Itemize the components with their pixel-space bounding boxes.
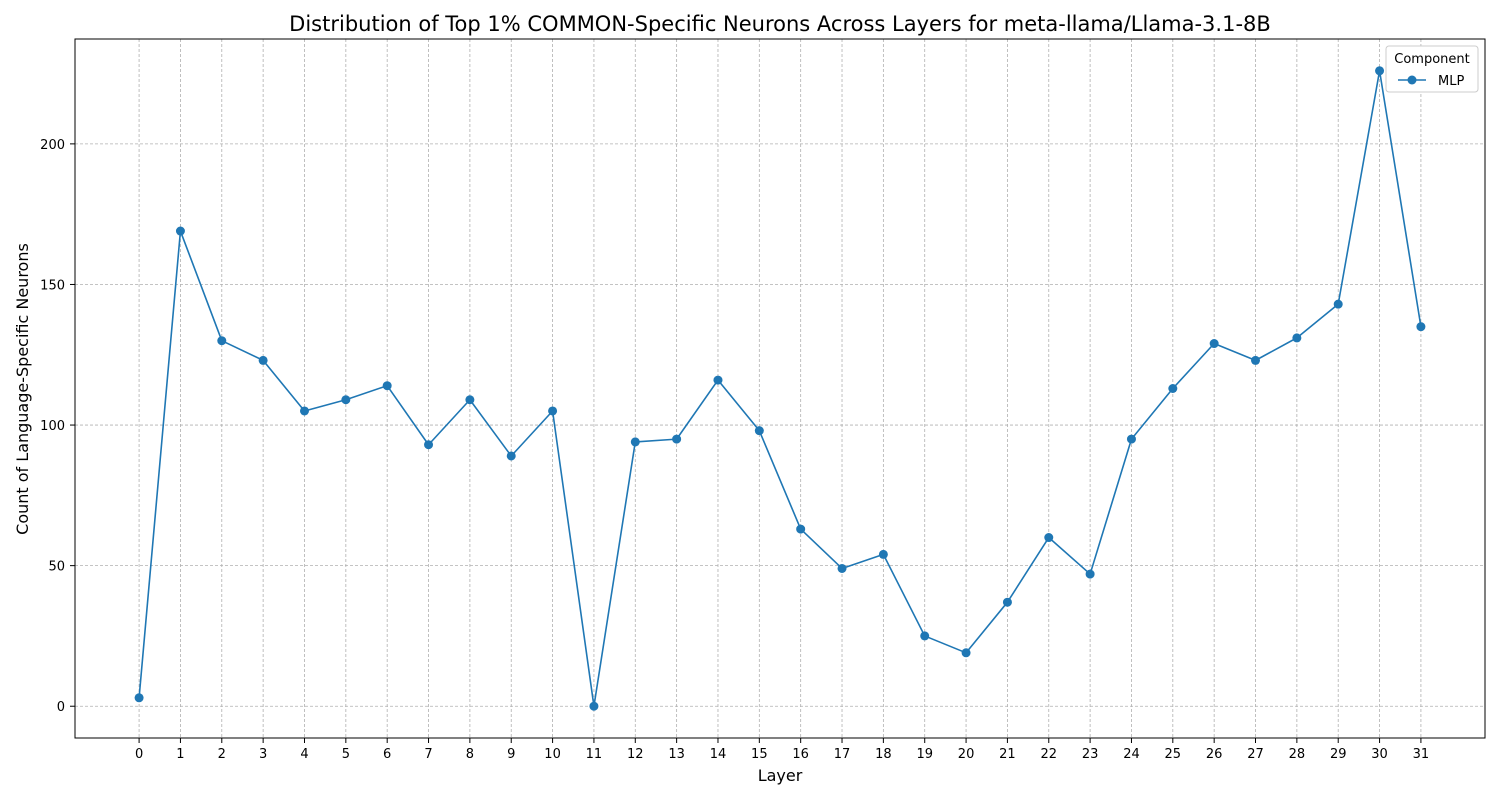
x-tick-label: 7 xyxy=(424,747,432,762)
x-tick-label: 25 xyxy=(1165,747,1182,762)
x-axis-label: Layer xyxy=(758,766,803,785)
x-tick-label: 23 xyxy=(1082,747,1099,762)
data-point-mlp-layer-29 xyxy=(1333,299,1343,309)
data-point-mlp-layer-1 xyxy=(175,226,185,236)
x-tick-label: 3 xyxy=(259,747,267,762)
x-tick-label: 21 xyxy=(999,747,1016,762)
data-point-mlp-layer-20 xyxy=(961,648,971,658)
x-tick-label: 16 xyxy=(792,747,809,762)
x-tick-label: 9 xyxy=(507,747,515,762)
chart-title: Distribution of Top 1% COMMON-Specific N… xyxy=(289,12,1271,36)
x-tick-label: 2 xyxy=(218,747,226,762)
data-point-mlp-layer-4 xyxy=(299,406,309,416)
data-point-mlp-layer-23 xyxy=(1085,569,1095,579)
x-tick-label: 5 xyxy=(342,747,350,762)
x-tick-label: 18 xyxy=(875,747,892,762)
data-point-mlp-layer-16 xyxy=(796,524,806,534)
data-point-mlp-layer-17 xyxy=(837,563,847,573)
grid-layer xyxy=(75,39,1485,738)
x-tick-label: 1 xyxy=(176,747,184,762)
x-tick-label: 0 xyxy=(135,747,143,762)
data-point-mlp-layer-18 xyxy=(878,549,888,559)
y-tick-label: 150 xyxy=(40,278,65,293)
x-tick-label: 30 xyxy=(1371,747,1388,762)
x-tick-label: 4 xyxy=(300,747,308,762)
data-point-mlp-layer-30 xyxy=(1375,66,1385,76)
x-tick-label: 20 xyxy=(958,747,975,762)
data-point-mlp-layer-0 xyxy=(134,693,144,703)
legend: Component MLP xyxy=(1385,45,1479,93)
data-point-mlp-layer-13 xyxy=(672,434,682,444)
x-tick-label: 11 xyxy=(586,747,603,762)
data-point-mlp-layer-28 xyxy=(1292,333,1302,343)
x-tick-label: 22 xyxy=(1040,747,1057,762)
data-point-mlp-layer-5 xyxy=(341,395,351,405)
x-tick-label: 15 xyxy=(751,747,768,762)
data-point-mlp-layer-31 xyxy=(1416,322,1426,332)
x-tick-label: 13 xyxy=(668,747,685,762)
data-point-mlp-layer-24 xyxy=(1126,434,1136,444)
x-axis: 0 1 2 3 4 5 6 7 8 9 10 11 12 13 14 15 16 17 18 19 20 21 22 23 24… xyxy=(135,738,1429,762)
data-point-mlp-layer-11 xyxy=(589,701,599,711)
legend-label-mlp: MLP xyxy=(1438,74,1464,89)
data-point-mlp-layer-3 xyxy=(258,355,268,365)
plot-area-frame xyxy=(74,38,1486,739)
data-point-mlp-layer-21 xyxy=(1002,597,1012,607)
x-tick-label: 26 xyxy=(1206,747,1223,762)
x-tick-label: 6 xyxy=(383,747,391,762)
x-tick-label: 10 xyxy=(544,747,561,762)
x-tick-label: 27 xyxy=(1247,747,1264,762)
x-tick-label: 29 xyxy=(1330,747,1347,762)
data-point-mlp-layer-26 xyxy=(1209,339,1219,349)
x-tick-label: 31 xyxy=(1413,747,1430,762)
x-tick-label: 14 xyxy=(710,747,727,762)
x-tick-label: 28 xyxy=(1289,747,1306,762)
data-point-mlp-layer-22 xyxy=(1044,533,1054,543)
y-axis: 0 50 100 150 200 xyxy=(40,138,75,715)
data-point-mlp-layer-8 xyxy=(465,395,475,405)
x-tick-label: 19 xyxy=(916,747,933,762)
data-point-mlp-layer-6 xyxy=(382,381,392,391)
data-point-mlp-layer-25 xyxy=(1168,384,1178,393)
data-point-mlp-layer-19 xyxy=(920,631,930,641)
data-point-mlp-layer-2 xyxy=(217,336,227,346)
y-tick-label: 100 xyxy=(40,419,65,434)
data-point-mlp-layer-9 xyxy=(506,451,516,461)
x-tick-label: 12 xyxy=(627,747,644,762)
data-point-mlp-layer-10 xyxy=(548,406,558,416)
data-point-mlp-layer-14 xyxy=(713,375,723,385)
x-tick-label: 8 xyxy=(466,747,474,762)
series-layer xyxy=(134,66,1426,711)
data-point-mlp-layer-15 xyxy=(754,426,764,436)
series-line-mlp xyxy=(138,69,1422,708)
legend-title: Component xyxy=(1394,52,1469,67)
y-tick-label: 0 xyxy=(57,700,65,715)
x-tick-label: 24 xyxy=(1123,747,1140,762)
y-tick-label: 50 xyxy=(48,560,65,575)
data-point-mlp-layer-12 xyxy=(630,437,640,447)
data-point-mlp-layer-27 xyxy=(1251,355,1261,365)
y-axis-label: Count of Language-Specific Neurons xyxy=(13,243,32,535)
data-point-mlp-layer-7 xyxy=(424,440,434,450)
x-tick-label: 17 xyxy=(834,747,851,762)
legend-marker-mlp xyxy=(1407,75,1417,85)
y-tick-label: 200 xyxy=(40,138,65,153)
